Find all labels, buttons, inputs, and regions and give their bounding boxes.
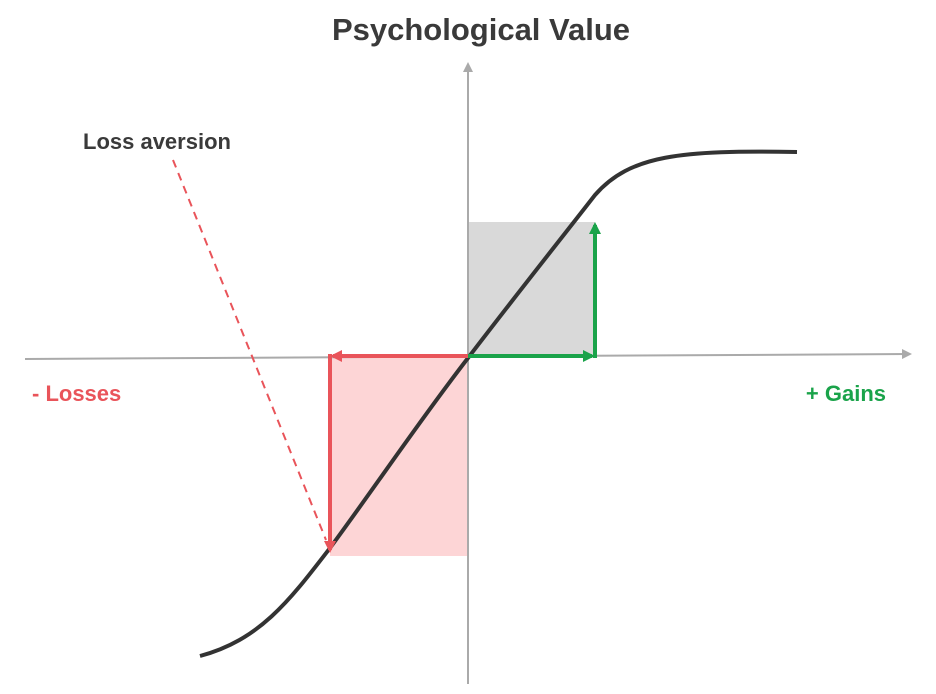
gain-region: [468, 222, 595, 358]
gains-label: + Gains: [806, 381, 886, 406]
losses-label: - Losses: [32, 381, 121, 406]
annotation: Loss aversion: [83, 129, 231, 154]
annotation-pointer: [172, 159, 327, 541]
title: Psychological Value: [332, 12, 630, 47]
